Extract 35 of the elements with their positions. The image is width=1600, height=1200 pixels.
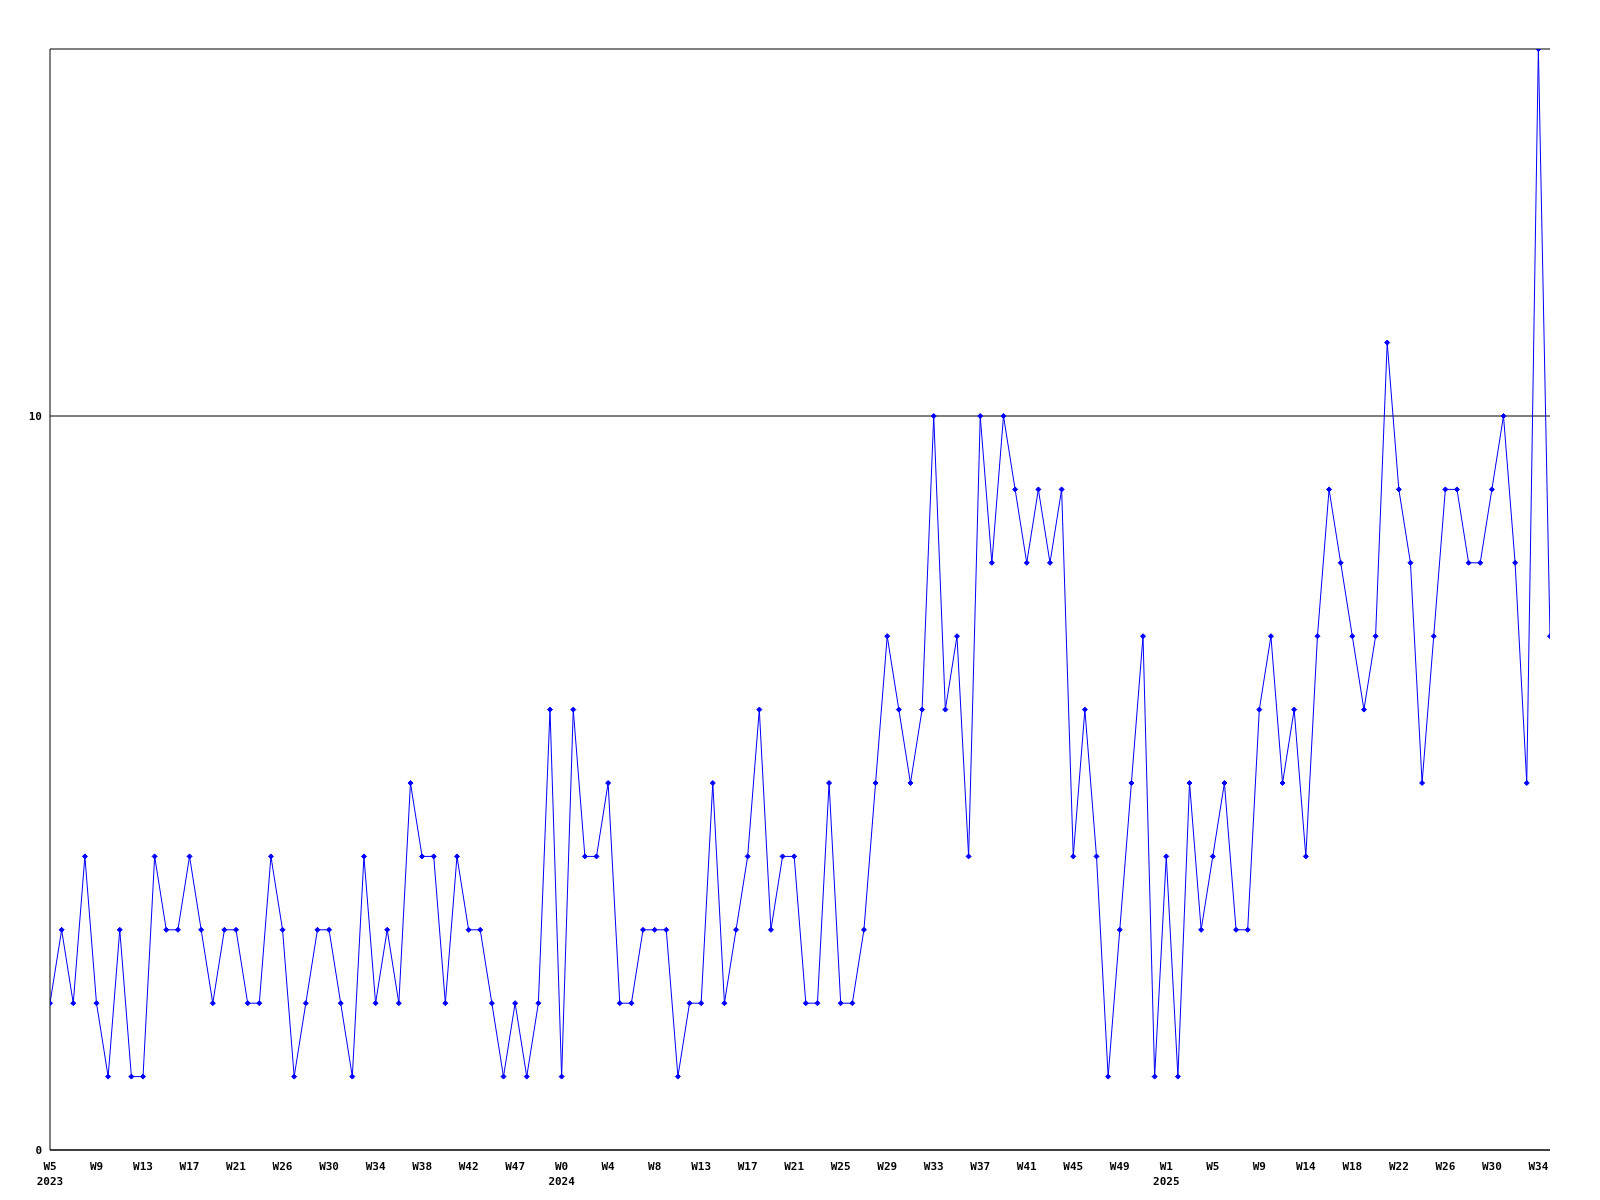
x-tick-label: W21 [784, 1160, 805, 1173]
x-tick-label: W17 [737, 1160, 758, 1173]
x-tick-label: W38 [412, 1160, 433, 1173]
x-tick-label: W13 [691, 1160, 712, 1173]
x-tick-label: W41 [1016, 1160, 1038, 1173]
x-tick-label: W14 [1295, 1160, 1317, 1173]
x-tick-label: W33 [923, 1160, 944, 1173]
x-tick-label: W21 [226, 1160, 247, 1173]
x-tick-label: W34 [1528, 1160, 1549, 1173]
x-tick-label: W9 [1252, 1160, 1266, 1173]
x-tick-label: W22 [1388, 1160, 1409, 1173]
x-tick-label: W26 [1435, 1160, 1456, 1173]
y-tick-label: 10 [28, 409, 42, 423]
x-tick-label: W47 [505, 1160, 526, 1173]
x-tick-label: W30 [319, 1160, 340, 1173]
x-tick-label: W13 [133, 1160, 153, 1173]
x-tick-label: W17 [179, 1160, 200, 1173]
x-tick-label: W34 [365, 1160, 386, 1173]
x-tick-label: W5 2023 [36, 1160, 64, 1188]
x-tick-label: W26 [272, 1160, 293, 1173]
x-tick-label: W5 [1206, 1160, 1220, 1173]
x-tick-label: W25 [830, 1160, 851, 1173]
x-tick-label: W1 2025 [1153, 1160, 1180, 1188]
x-tick-label: W49 [1109, 1160, 1130, 1173]
x-tick-label: W8 [648, 1160, 662, 1173]
x-tick-label: W37 [970, 1160, 991, 1173]
x-tick-label: W45 [1063, 1160, 1084, 1173]
x-tick-label: W30 [1481, 1160, 1502, 1173]
x-tick-label: W18 [1342, 1160, 1363, 1173]
x-tick-label: W42 [458, 1160, 479, 1173]
x-tick-label: W29 [877, 1160, 898, 1173]
x-tick-label: W9 [89, 1160, 104, 1173]
x-tick-label: W4 [601, 1160, 616, 1173]
x-tick-label: W0 2024 [548, 1160, 576, 1188]
y-tick-label: 0 [35, 1143, 42, 1157]
